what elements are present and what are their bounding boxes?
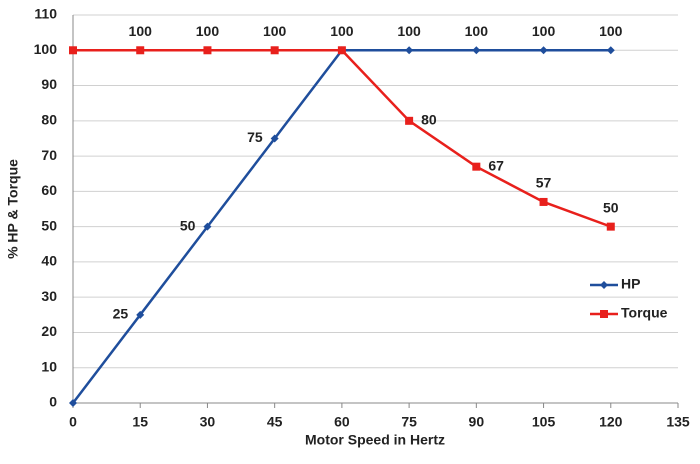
data-label: 75	[247, 129, 263, 145]
marker	[203, 46, 212, 55]
marker	[270, 46, 279, 55]
data-label: 25	[113, 306, 129, 322]
y-tick-label: 100	[34, 41, 58, 57]
x-tick-label: 0	[69, 414, 77, 430]
marker	[69, 399, 77, 407]
x-tick-label: 75	[401, 414, 417, 430]
marker	[606, 46, 615, 55]
x-tick-label: 105	[532, 414, 556, 430]
marker	[337, 46, 346, 55]
marker	[136, 310, 145, 319]
legend-label: Torque	[621, 305, 668, 321]
legend-marker	[600, 310, 608, 318]
x-tick-label: 90	[469, 414, 485, 430]
x-tick-label: 60	[334, 414, 350, 430]
x-tick-label: 15	[132, 414, 148, 430]
y-tick-label: 30	[41, 288, 57, 304]
data-label: 80	[421, 112, 437, 128]
x-tick-label: 45	[267, 414, 283, 430]
data-label: 100	[465, 23, 489, 39]
marker	[539, 46, 548, 55]
data-label: 100	[397, 23, 421, 39]
x-tick-label: 30	[200, 414, 216, 430]
marker	[472, 162, 481, 171]
marker	[606, 222, 615, 231]
x-tick-label: 120	[599, 414, 623, 430]
y-tick-label: 20	[41, 323, 57, 339]
y-tick-label: 90	[41, 76, 57, 92]
y-tick-label: 80	[41, 112, 57, 128]
marker	[69, 46, 77, 55]
y-axis-title: % HP & Torque	[5, 159, 21, 259]
legend-marker	[600, 281, 608, 289]
data-label: 67	[488, 157, 504, 173]
y-tick-label: 10	[41, 358, 57, 374]
series-line	[73, 49, 612, 228]
y-tick-label: 0	[49, 394, 57, 410]
data-label: 100	[196, 23, 220, 39]
x-axis-title: Motor Speed in Hertz	[305, 432, 445, 448]
y-tick-label: 50	[41, 217, 57, 233]
data-label: 50	[603, 199, 619, 215]
y-tick-label: 60	[41, 182, 57, 198]
marker	[405, 116, 414, 125]
y-tick-label: 70	[41, 147, 57, 163]
marker	[203, 222, 212, 231]
x-tick-label: 135	[666, 414, 690, 430]
data-label: 100	[330, 23, 354, 39]
marker	[270, 134, 279, 143]
y-tick-label: 40	[41, 253, 57, 269]
data-label: 50	[180, 217, 196, 233]
marker	[136, 46, 145, 55]
data-label: 100	[263, 23, 287, 39]
y-tick-label: 110	[34, 6, 57, 22]
legend-label: HP	[621, 276, 640, 292]
marker	[539, 197, 548, 206]
data-label: 100	[129, 23, 153, 39]
data-label: 100	[599, 23, 623, 39]
data-label: 100	[532, 23, 556, 39]
data-label: 57	[536, 175, 552, 191]
marker	[472, 46, 481, 55]
marker	[405, 46, 414, 55]
